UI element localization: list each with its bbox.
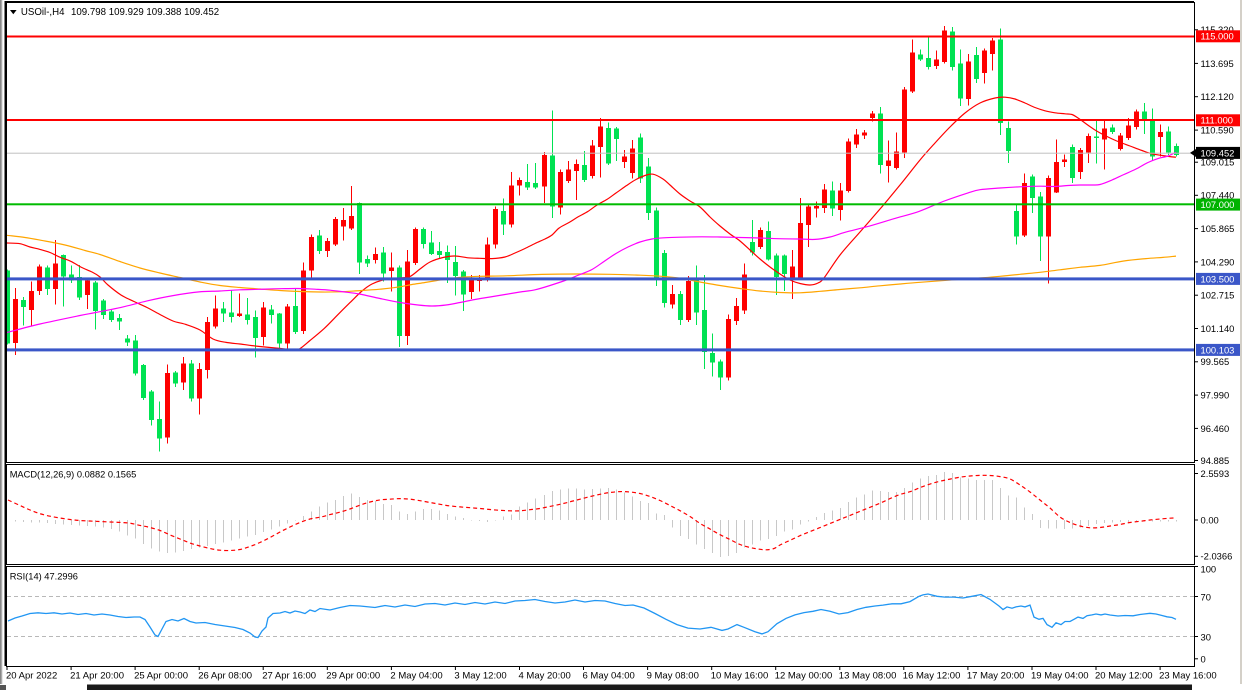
svg-text:111.000: 111.000: [1201, 115, 1234, 126]
svg-text:104.290: 104.290: [1201, 256, 1235, 267]
svg-text:17 May 20:00: 17 May 20:00: [967, 671, 1025, 682]
svg-text:70: 70: [1201, 591, 1211, 602]
svg-text:0.00: 0.00: [1201, 514, 1219, 525]
svg-text:105.865: 105.865: [1201, 223, 1235, 234]
svg-text:115.320: 115.320: [1201, 24, 1234, 35]
svg-text:101.140: 101.140: [1201, 323, 1235, 334]
svg-text:3 May 12:00: 3 May 12:00: [454, 671, 506, 682]
svg-text:26 Apr 08:00: 26 Apr 08:00: [198, 671, 252, 682]
svg-text:10 May 16:00: 10 May 16:00: [711, 671, 769, 682]
svg-text:27 Apr 16:00: 27 Apr 16:00: [262, 671, 316, 682]
svg-text:115.000: 115.000: [1201, 31, 1234, 42]
svg-text:100.103: 100.103: [1201, 344, 1235, 355]
svg-text:99.565: 99.565: [1201, 356, 1230, 367]
svg-text:13 May 08:00: 13 May 08:00: [839, 671, 897, 682]
svg-text:16 May 12:00: 16 May 12:00: [903, 671, 961, 682]
svg-text:4 May 20:00: 4 May 20:00: [519, 671, 571, 682]
svg-text:USOil-,H4: USOil-,H4: [21, 7, 65, 18]
svg-text:23 May 16:00: 23 May 16:00: [1159, 671, 1217, 682]
svg-text:113.695: 113.695: [1201, 58, 1234, 69]
svg-text:0: 0: [1201, 654, 1206, 665]
svg-text:102.715: 102.715: [1201, 290, 1235, 301]
svg-text:2 May 04:00: 2 May 04:00: [390, 671, 442, 682]
svg-text:29 Apr 00:00: 29 Apr 00:00: [326, 671, 380, 682]
svg-text:2.5593: 2.5593: [1201, 468, 1230, 479]
svg-text:20 Apr 2022: 20 Apr 2022: [6, 671, 57, 682]
svg-text:RSI(14) 47.2996: RSI(14) 47.2996: [10, 572, 78, 582]
svg-text:9 May 08:00: 9 May 08:00: [647, 671, 699, 682]
svg-text:MACD(12,26,9) 0.0882 0.1565: MACD(12,26,9) 0.0882 0.1565: [10, 470, 137, 480]
svg-text:107.440: 107.440: [1201, 190, 1235, 201]
svg-text:20 May 12:00: 20 May 12:00: [1095, 671, 1153, 682]
svg-text:107.000: 107.000: [1201, 199, 1235, 210]
svg-text:21 Apr 20:00: 21 Apr 20:00: [70, 671, 124, 682]
svg-text:94.885: 94.885: [1201, 455, 1230, 466]
svg-text:12 May 00:00: 12 May 00:00: [775, 671, 833, 682]
svg-text:110.590: 110.590: [1201, 125, 1234, 136]
svg-text:112.120: 112.120: [1201, 91, 1234, 102]
svg-text:100: 100: [1201, 564, 1217, 575]
svg-text:25 Apr 00:00: 25 Apr 00:00: [134, 671, 188, 682]
svg-text:6 May 04:00: 6 May 04:00: [583, 671, 635, 682]
svg-text:103.500: 103.500: [1201, 273, 1235, 284]
svg-text:-2.0366: -2.0366: [1201, 551, 1233, 562]
svg-text:109.452: 109.452: [1201, 147, 1235, 158]
svg-text:96.460: 96.460: [1201, 423, 1230, 434]
svg-text:109.015: 109.015: [1201, 157, 1235, 168]
svg-text:97.990: 97.990: [1201, 390, 1230, 401]
svg-text:109.798 109.929 109.388 109.45: 109.798 109.929 109.388 109.452: [71, 7, 219, 18]
svg-text:30: 30: [1201, 631, 1211, 642]
svg-text:19 May 04:00: 19 May 04:00: [1031, 671, 1089, 682]
